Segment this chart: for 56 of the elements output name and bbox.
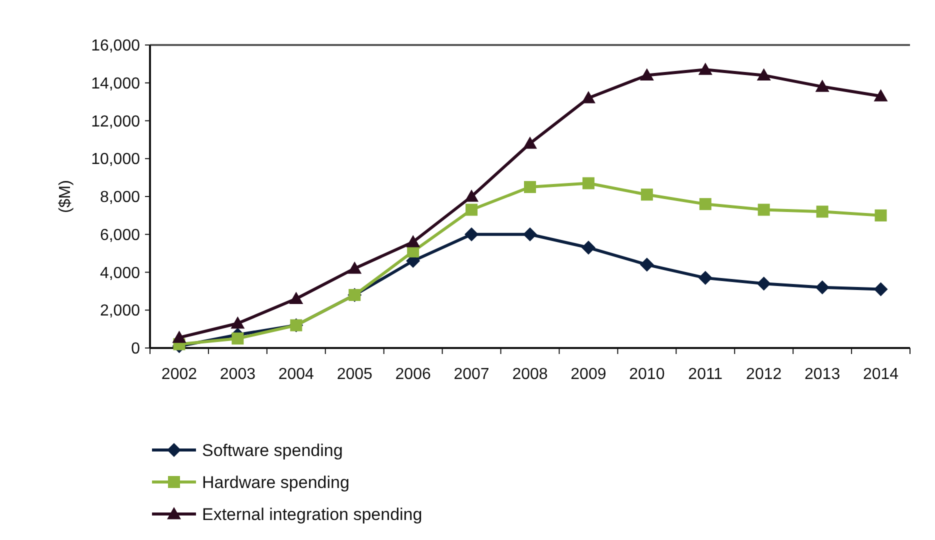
y-tick-label: 16,000 [91,38,140,55]
point [172,330,186,343]
point [699,198,712,210]
point [698,270,712,285]
point [815,280,830,294]
point [640,68,654,81]
legend-label: Hardware spending [202,472,350,492]
point [581,91,596,104]
x-tick-label: 2014 [862,366,899,383]
point [232,332,244,345]
point [348,261,362,274]
point [523,227,537,242]
point [874,282,888,296]
legend-label: Software spending [202,440,343,460]
x-tick-label: 2007 [454,366,490,383]
x-tick-label: 2009 [570,366,606,383]
point [698,62,712,75]
point [406,234,420,248]
y-tick-label: 14,000 [91,75,140,92]
point [464,190,479,202]
y-tick-label: 12,000 [91,113,140,130]
y-tick-label: 8,000 [100,189,140,206]
point [640,188,653,201]
y-tick-label: 4,000 [100,264,140,282]
x-tick-label: 2008 [512,366,548,383]
x-tick-label: 2012 [746,366,782,383]
point [464,227,479,242]
x-tick-label: 2002 [161,366,198,383]
point [581,240,596,255]
x-tick-label: 2005 [336,366,373,383]
x-tick-label: 2006 [395,366,431,383]
x-tick-label: 2010 [629,366,665,383]
point [815,80,830,92]
point [756,276,771,291]
legend-label: External integration spending [202,504,422,524]
point [758,204,770,216]
point [466,204,478,216]
x-tick-label: 2004 [278,366,314,383]
x-tick-label: 2003 [220,366,256,383]
point [523,136,537,149]
x-tick-label: 2011 [688,366,723,383]
y-tick-label: 10,000 [91,151,140,168]
point [874,89,888,102]
point [289,292,304,304]
y-axis-title: ($M) [57,180,74,213]
point [874,209,887,222]
point [816,206,828,218]
y-tick-label: 6,000 [100,226,140,244]
x-tick-label: 2013 [804,366,840,383]
y-tick-label: 2,000 [100,302,140,320]
point [230,316,245,329]
point [640,258,654,272]
point [524,181,536,194]
y-tick-label: 0 [131,340,140,358]
point [756,68,771,81]
point [582,177,594,190]
